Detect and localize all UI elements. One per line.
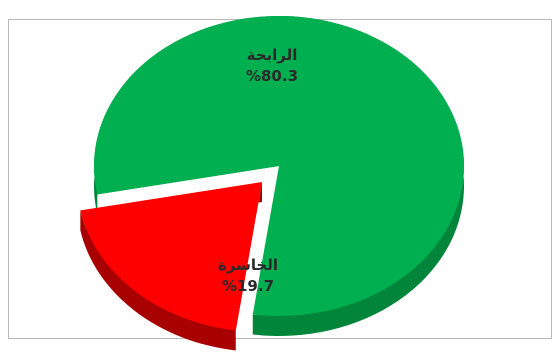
slice-value-winning: %80.3 <box>246 67 298 85</box>
pie-tops <box>80 15 464 331</box>
slice-losing <box>80 182 263 331</box>
slice-label-losing: الخاسرة <box>218 256 278 274</box>
slice-value-losing: %19.7 <box>222 277 274 295</box>
slice-label-winning: الرابحة <box>247 46 298 64</box>
slice-winning <box>94 15 464 317</box>
